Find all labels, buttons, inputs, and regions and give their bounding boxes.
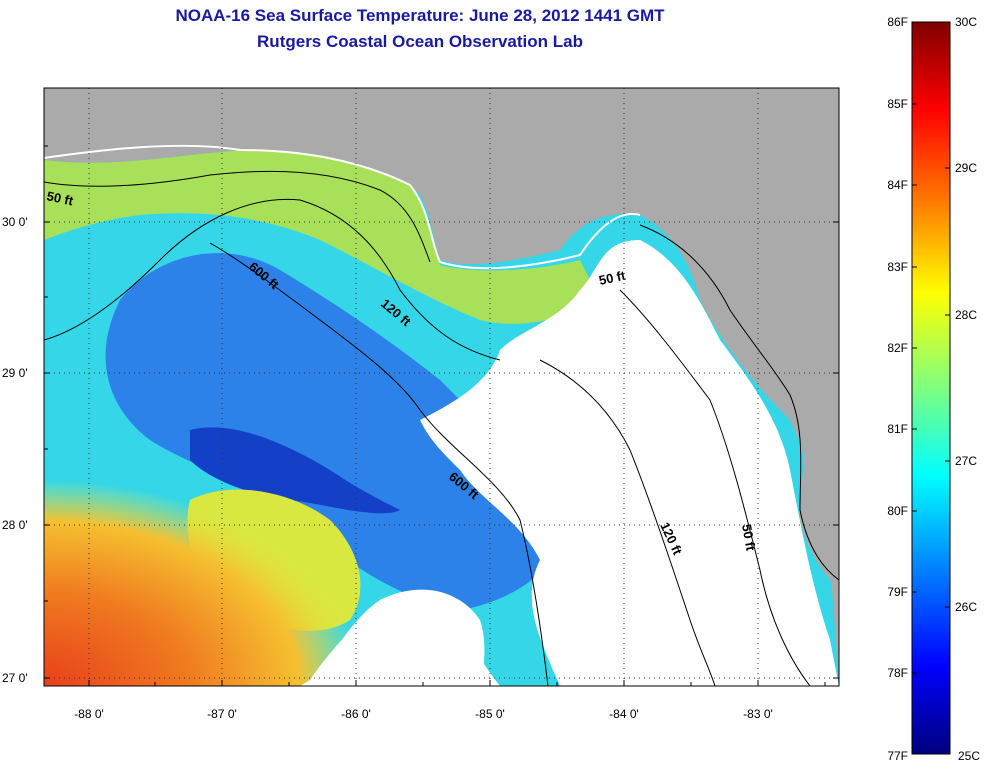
coastline-east [639, 224, 839, 581]
colorbar-c-label: 25C [958, 749, 980, 763]
colorbar-c-label: 29C [955, 161, 977, 175]
plot-border [43, 87, 840, 687]
colorbar-f-label: 82F [887, 341, 908, 355]
colorbar-c-label: 26C [955, 600, 977, 614]
contour-50ft-east [619, 289, 811, 686]
lon-label: -84 0' [609, 707, 639, 721]
colorbar-c-ticks [945, 167, 950, 608]
loop-current-warm-water [44, 480, 364, 686]
coastline [44, 144, 641, 270]
map-title: NOAA-16 Sea Surface Temperature: June 28… [175, 6, 665, 25]
lon-label: -85 0' [475, 707, 505, 721]
colorbar-c-label: 27C [955, 454, 977, 468]
lon-label: -87 0' [207, 707, 237, 721]
map-subtitle: Rutgers Coastal Ocean Observation Lab [257, 32, 583, 51]
lat-ticks [44, 145, 839, 679]
colorbar-f-label: 83F [887, 260, 908, 274]
lon-label: -88 0' [74, 707, 104, 721]
colorbar [911, 21, 951, 755]
contour-label: 50 ft [598, 268, 628, 288]
colorbar-f-label: 86F [887, 15, 908, 29]
colorbar-f-label: 84F [887, 178, 908, 192]
colorbar-f-label: 85F [887, 97, 908, 111]
contour-120ft [44, 198, 501, 361]
lon-ticks [88, 680, 826, 686]
colorbar-f-label: 80F [887, 504, 908, 518]
lon-label: -86 0' [341, 707, 371, 721]
warm-coastal-band [44, 150, 600, 324]
colorbar-c-label: 30C [955, 15, 977, 29]
map-plot-area: 50 ft 600 ft 120 ft 50 ft 600 ft 120 ft … [44, 88, 839, 686]
lat-label: 28 0' [2, 518, 28, 532]
lat-label: 29 0' [2, 366, 28, 380]
florida-land [600, 88, 839, 590]
contour-50ft [44, 170, 431, 263]
contour-label: 50 ft [45, 188, 75, 208]
lat-label: 27 0' [2, 671, 28, 685]
colorbar-f-ticks [912, 103, 917, 674]
colorbar-f-label: 78F [887, 666, 908, 680]
colorbar-f-label: 81F [887, 422, 908, 436]
cool-central-region [105, 253, 562, 610]
lon-label: -83 0' [743, 707, 773, 721]
cloud-mask [300, 240, 839, 686]
colorbar-f-label: 77F [887, 749, 908, 763]
lat-label: 30 0' [2, 215, 28, 229]
contour-120ft-east [539, 359, 716, 686]
contour-600ft [209, 242, 549, 686]
cloud-mask-lower [310, 589, 485, 686]
colorbar-f-label: 79F [887, 585, 908, 599]
colorbar-c-label: 28C [955, 308, 977, 322]
contour-label: 50 ft [739, 523, 759, 553]
